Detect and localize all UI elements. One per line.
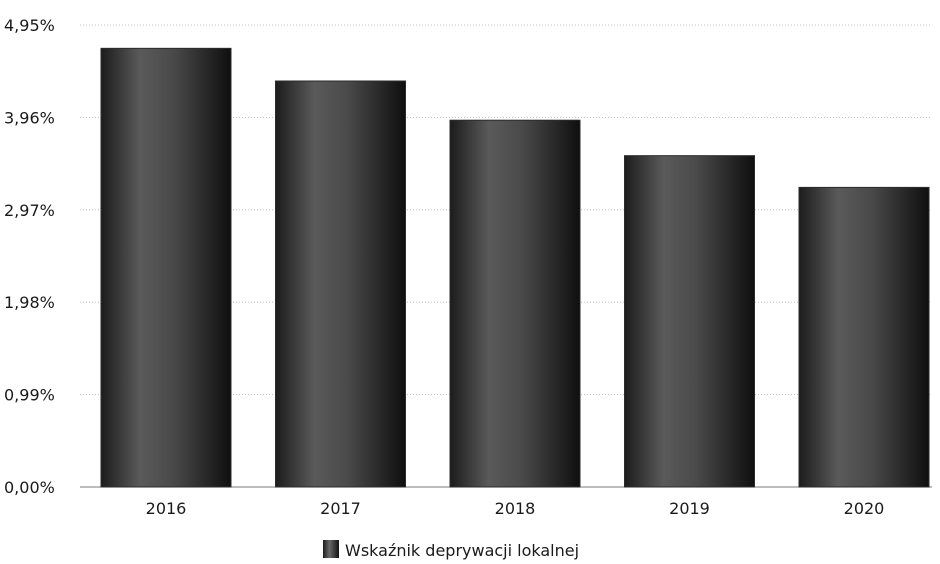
x-tick-label: 2019 (669, 499, 710, 518)
y-tick-label: 3,96% (4, 108, 55, 127)
y-axis-tick-labels: 0,00% 0,99% 1,98% 2,97% 3,96% 4,95% (4, 16, 55, 497)
x-tick-label: 2018 (495, 499, 536, 518)
y-tick-label: 1,98% (4, 293, 55, 312)
y-tick-label: 2,97% (4, 201, 55, 220)
bar-2020 (798, 186, 930, 488)
y-tick-label: 4,95% (4, 16, 55, 35)
legend-swatch (323, 540, 339, 558)
legend: Wskaźnik deprywacji lokalnej (323, 540, 579, 560)
y-tick-label: 0,99% (4, 386, 55, 405)
x-tick-label: 2020 (844, 499, 885, 518)
bar-2019 (624, 155, 755, 488)
x-tick-label: 2016 (146, 499, 187, 518)
bar-2017 (275, 80, 406, 488)
x-tick-label: 2017 (320, 499, 361, 518)
x-axis-tick-labels: 2016 2017 2018 2019 2020 (146, 499, 885, 518)
bar-2016 (100, 47, 232, 488)
y-tick-label: 0,00% (4, 478, 55, 497)
bar-2018 (449, 119, 581, 488)
bars (100, 47, 930, 488)
legend-label: Wskaźnik deprywacji lokalnej (345, 541, 579, 560)
